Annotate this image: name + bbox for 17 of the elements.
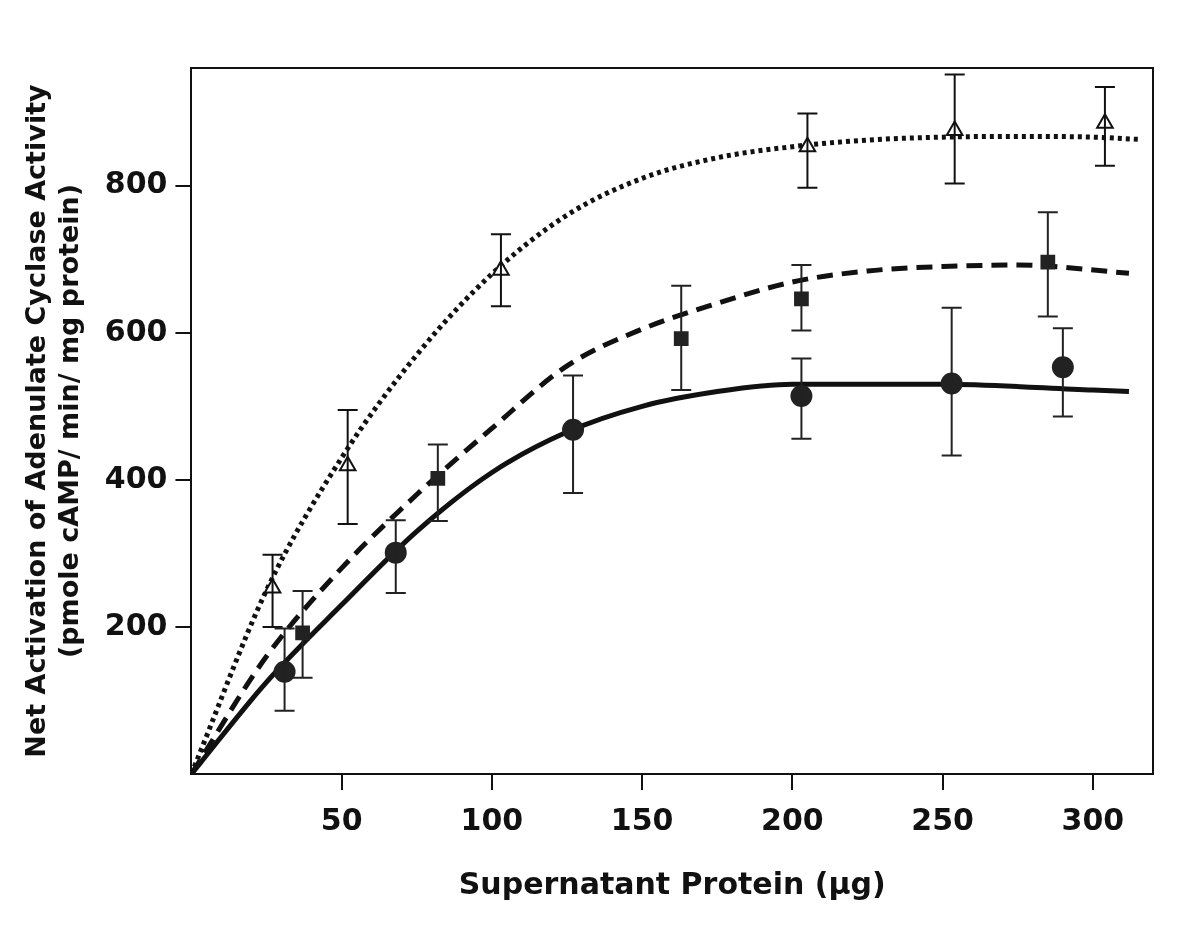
x-tick-label: 250 [911, 801, 974, 837]
x-tick-label: 300 [1061, 801, 1125, 837]
y-tick-label: 800 [104, 165, 168, 201]
point [430, 471, 446, 486]
point [295, 625, 310, 641]
x-tick-label: 50 [320, 801, 363, 837]
y-axis-title: Net Activation of Adenulate Cyclase Activity (pmole cAMP/ min/ mg protein) [20, 83, 84, 758]
x-tick-label: 200 [761, 801, 824, 837]
y-tick-label: 600 [104, 312, 168, 348]
y-tick-label: 200 [104, 606, 168, 642]
y-tick-label: 400 [104, 459, 168, 495]
point [1040, 254, 1056, 270]
x-tick-label: 100 [460, 801, 524, 837]
point [673, 331, 689, 346]
point [562, 418, 585, 441]
x-axis-title: Supernatant Protein (μg) [458, 865, 886, 901]
x-tick-label: 150 [610, 801, 674, 837]
